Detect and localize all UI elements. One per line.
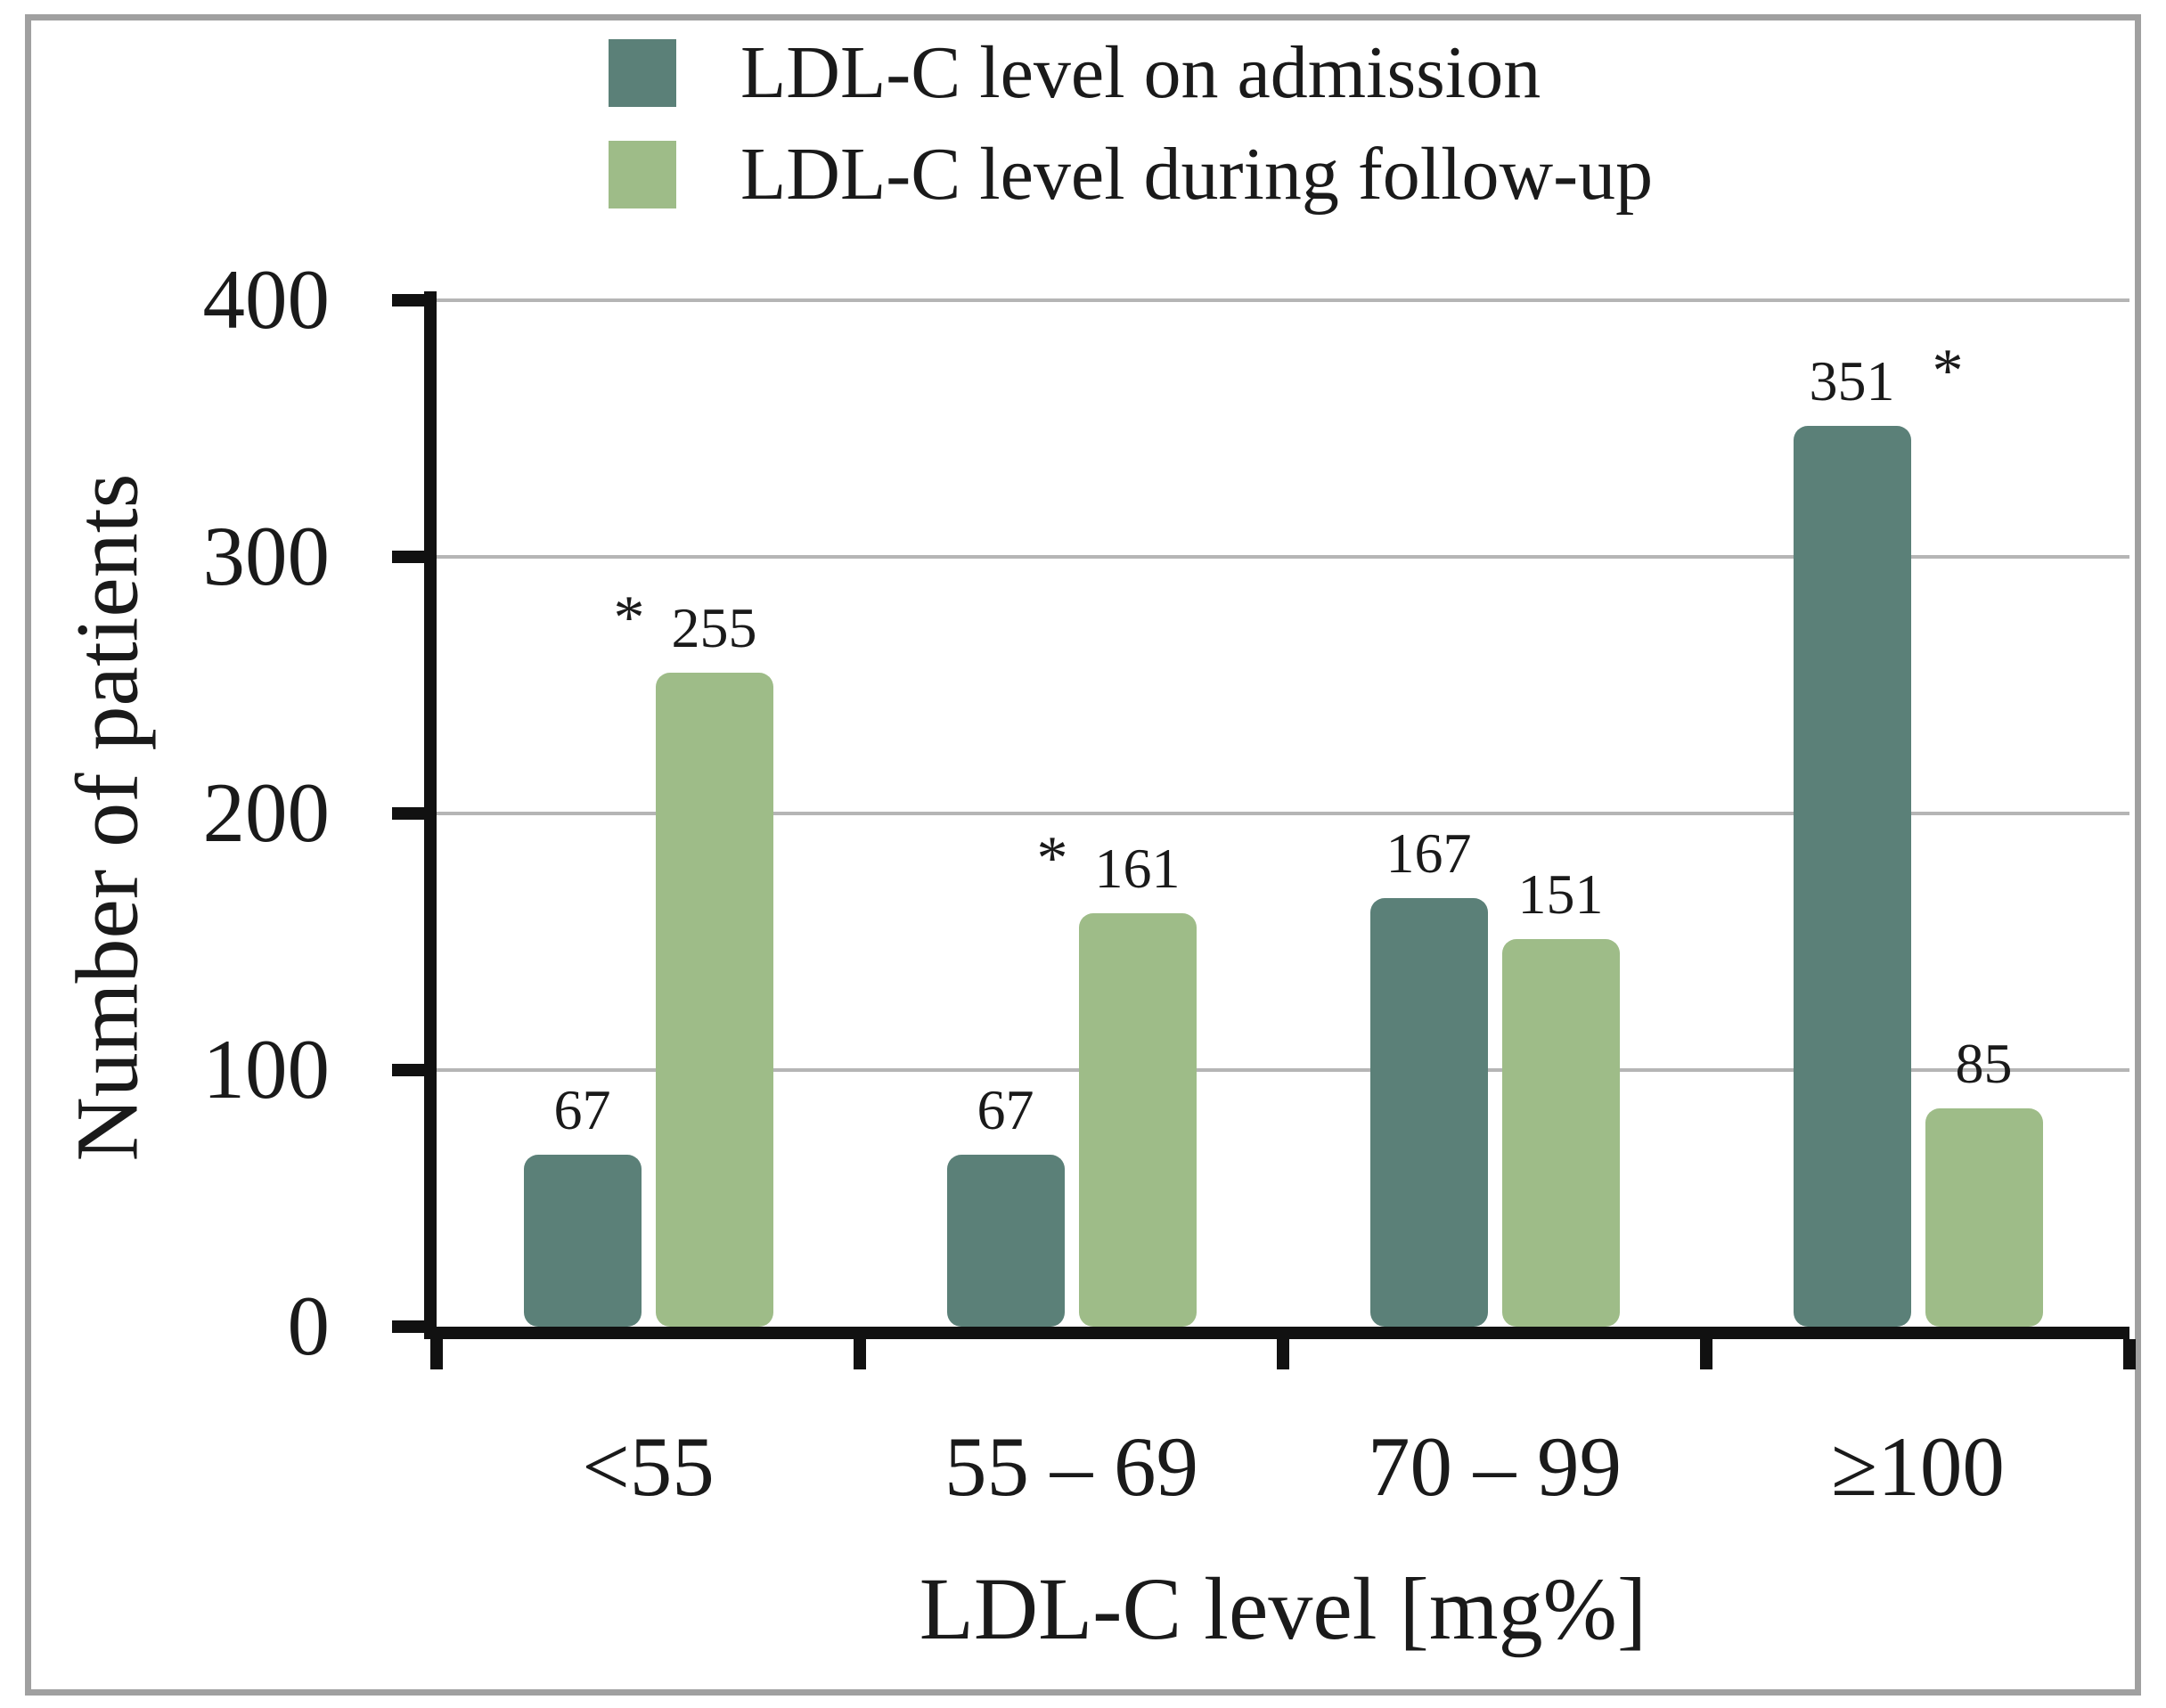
y-tick-300 — [392, 551, 424, 563]
bar-value-label: 151 — [1517, 862, 1604, 927]
y-tick-100 — [392, 1064, 424, 1076]
bar-value-label: 255 * — [613, 583, 757, 659]
bar-followup-3 — [1501, 939, 1620, 1327]
gridline-100 — [437, 1068, 2129, 1072]
y-tick-400 — [392, 294, 424, 306]
bar-value-label: 85 — [1955, 1032, 2013, 1096]
x-tick-1 — [854, 1339, 866, 1369]
y-axis-line — [424, 291, 437, 1339]
gridline-400 — [437, 298, 2129, 302]
legend-label-admission: LDL-C level on admission — [740, 31, 1541, 114]
y-tick-label-400: 400 — [202, 252, 331, 347]
legend-item-admission: LDL-C level on admission — [609, 36, 1653, 110]
bar-value-label: 67 — [977, 1078, 1034, 1142]
legend-swatch-followup — [609, 141, 676, 208]
x-category-label-2: 55 – 69 — [944, 1419, 1198, 1514]
legend-item-followup: LDL-C level during follow-up — [609, 137, 1653, 212]
legend-label-followup: LDL-C level during follow-up — [740, 133, 1654, 216]
x-tick-3 — [1700, 1339, 1712, 1369]
bar-followup-4 — [1925, 1108, 2043, 1327]
bar-value-label: 351 * — [1809, 337, 1964, 413]
bar-followup-1 — [655, 672, 773, 1327]
x-category-label-4: ≥100 — [1831, 1419, 2005, 1514]
y-tick-label-300: 300 — [202, 509, 331, 603]
significance-asterisk: * — [613, 583, 645, 652]
x-axis-line — [424, 1327, 2129, 1339]
y-tick-label-200: 200 — [202, 765, 331, 860]
x-category-label-3: 70 – 99 — [1368, 1419, 1622, 1514]
gridline-200 — [437, 812, 2129, 815]
x-tick-4 — [2123, 1339, 2136, 1369]
legend: LDL-C level on admission LDL-C level dur… — [609, 36, 1653, 239]
bar-admission-4 — [1793, 426, 1911, 1327]
bar-admission-2 — [946, 1155, 1065, 1327]
bar-value-label: 161 * — [1036, 824, 1181, 901]
bar-admission-1 — [523, 1155, 642, 1327]
legend-swatch-admission — [609, 39, 676, 107]
bar-value-label: 167 — [1385, 821, 1472, 886]
y-tick-label-0: 0 — [287, 1279, 331, 1373]
y-tick-0 — [392, 1320, 424, 1333]
x-tick-0 — [430, 1339, 443, 1369]
significance-asterisk: * — [1036, 824, 1068, 894]
y-tick-label-100: 100 — [202, 1022, 331, 1116]
bar-followup-2 — [1078, 913, 1197, 1327]
x-category-label-1: <55 — [582, 1419, 715, 1514]
x-axis-title: LDL-C level [mg%] — [919, 1559, 1647, 1658]
bar-value-label: 67 — [553, 1078, 611, 1142]
bar-admission-3 — [1369, 898, 1488, 1327]
significance-asterisk: * — [1932, 337, 1964, 406]
gridline-300 — [437, 555, 2129, 559]
x-tick-2 — [1277, 1339, 1289, 1369]
y-tick-200 — [392, 807, 424, 820]
